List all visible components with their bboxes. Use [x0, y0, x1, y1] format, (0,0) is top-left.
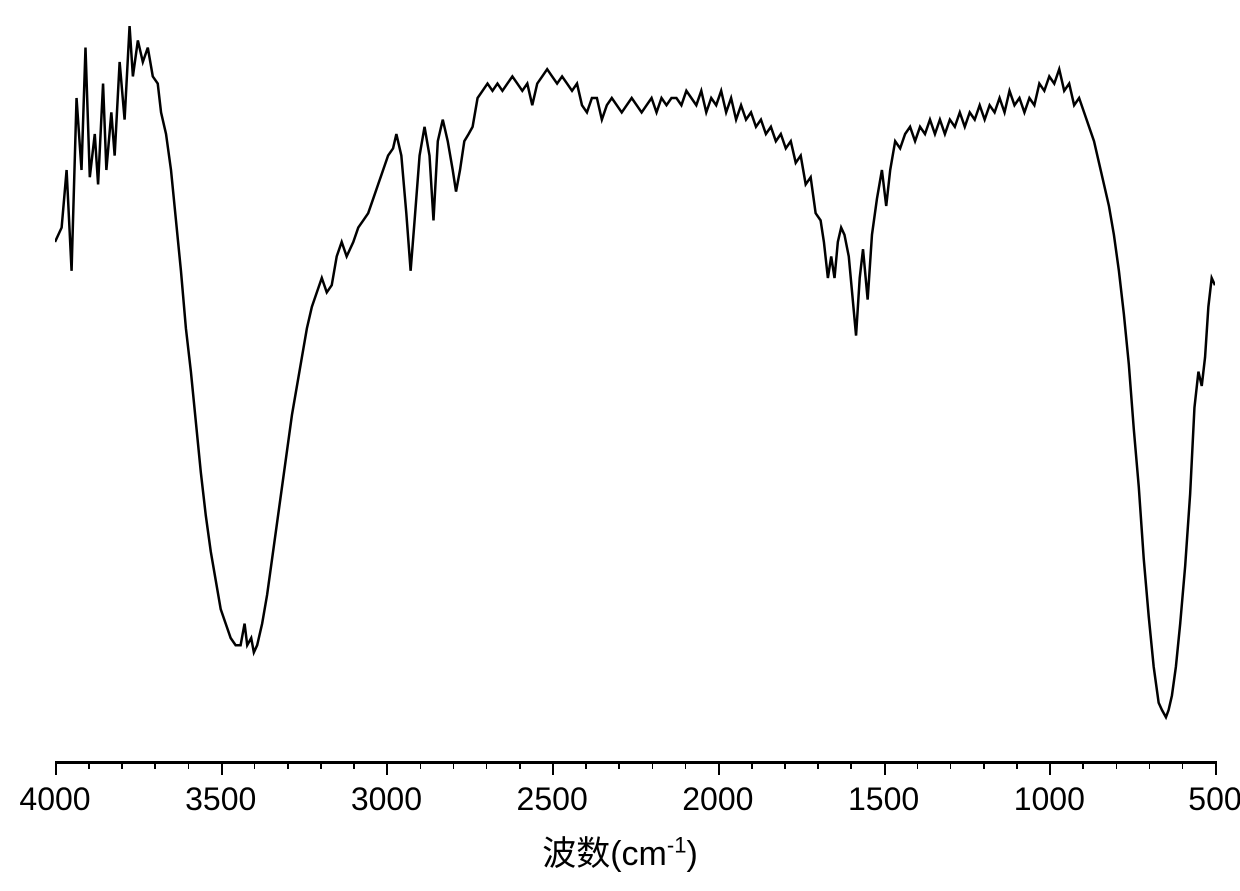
x-tick-minor: [88, 761, 90, 769]
x-tick-label: 500: [1188, 781, 1240, 818]
x-tick-major: [221, 761, 223, 775]
x-tick-minor: [353, 761, 355, 769]
x-tick-minor: [420, 761, 422, 769]
x-axis-label-sup: -1: [667, 832, 687, 857]
x-tick-minor: [320, 761, 322, 769]
x-tick-minor: [254, 761, 256, 769]
x-tick-minor: [850, 761, 852, 769]
plot-area: [55, 26, 1215, 746]
x-tick-major: [386, 761, 388, 775]
x-axis-line: [55, 761, 1215, 764]
x-tick-minor: [585, 761, 587, 769]
x-tick-minor: [453, 761, 455, 769]
x-axis-label: 波数(cm-1): [542, 826, 698, 875]
x-tick-minor: [751, 761, 753, 769]
x-tick-major: [55, 761, 57, 775]
x-tick-label: 2000: [682, 781, 753, 818]
spectrum-path: [55, 26, 1215, 717]
x-tick-minor: [1116, 761, 1118, 769]
x-tick-major: [718, 761, 720, 775]
x-tick-major: [884, 761, 886, 775]
x-tick-minor: [652, 761, 654, 769]
x-tick-minor: [121, 761, 123, 769]
x-tick-minor: [486, 761, 488, 769]
x-tick-minor: [817, 761, 819, 769]
x-tick-label: 1500: [848, 781, 919, 818]
x-tick-minor: [950, 761, 952, 769]
x-axis-label-suffix: ): [686, 835, 697, 873]
x-tick-minor: [685, 761, 687, 769]
x-tick-minor: [1182, 761, 1184, 769]
x-tick-label: 3000: [351, 781, 422, 818]
x-tick-label: 3500: [185, 781, 256, 818]
x-tick-minor: [188, 761, 190, 769]
x-tick-major: [552, 761, 554, 775]
spectrum-line-svg: [55, 26, 1215, 746]
x-tick-major: [1215, 761, 1217, 775]
x-tick-major: [1049, 761, 1051, 775]
x-tick-label: 4000: [19, 781, 90, 818]
ir-spectrum-chart: 4000350030002500200015001000500 波数(cm-1): [20, 16, 1220, 876]
x-tick-minor: [784, 761, 786, 769]
x-tick-minor: [519, 761, 521, 769]
x-tick-label: 1000: [1014, 781, 1085, 818]
x-axis-label-prefix: 波数(cm: [542, 835, 667, 873]
x-tick-minor: [1149, 761, 1151, 769]
x-tick-minor: [1016, 761, 1018, 769]
x-tick-label: 2500: [517, 781, 588, 818]
x-tick-minor: [618, 761, 620, 769]
x-tick-minor: [1082, 761, 1084, 769]
x-tick-minor: [154, 761, 156, 769]
x-tick-minor: [983, 761, 985, 769]
x-tick-minor: [917, 761, 919, 769]
x-tick-minor: [287, 761, 289, 769]
